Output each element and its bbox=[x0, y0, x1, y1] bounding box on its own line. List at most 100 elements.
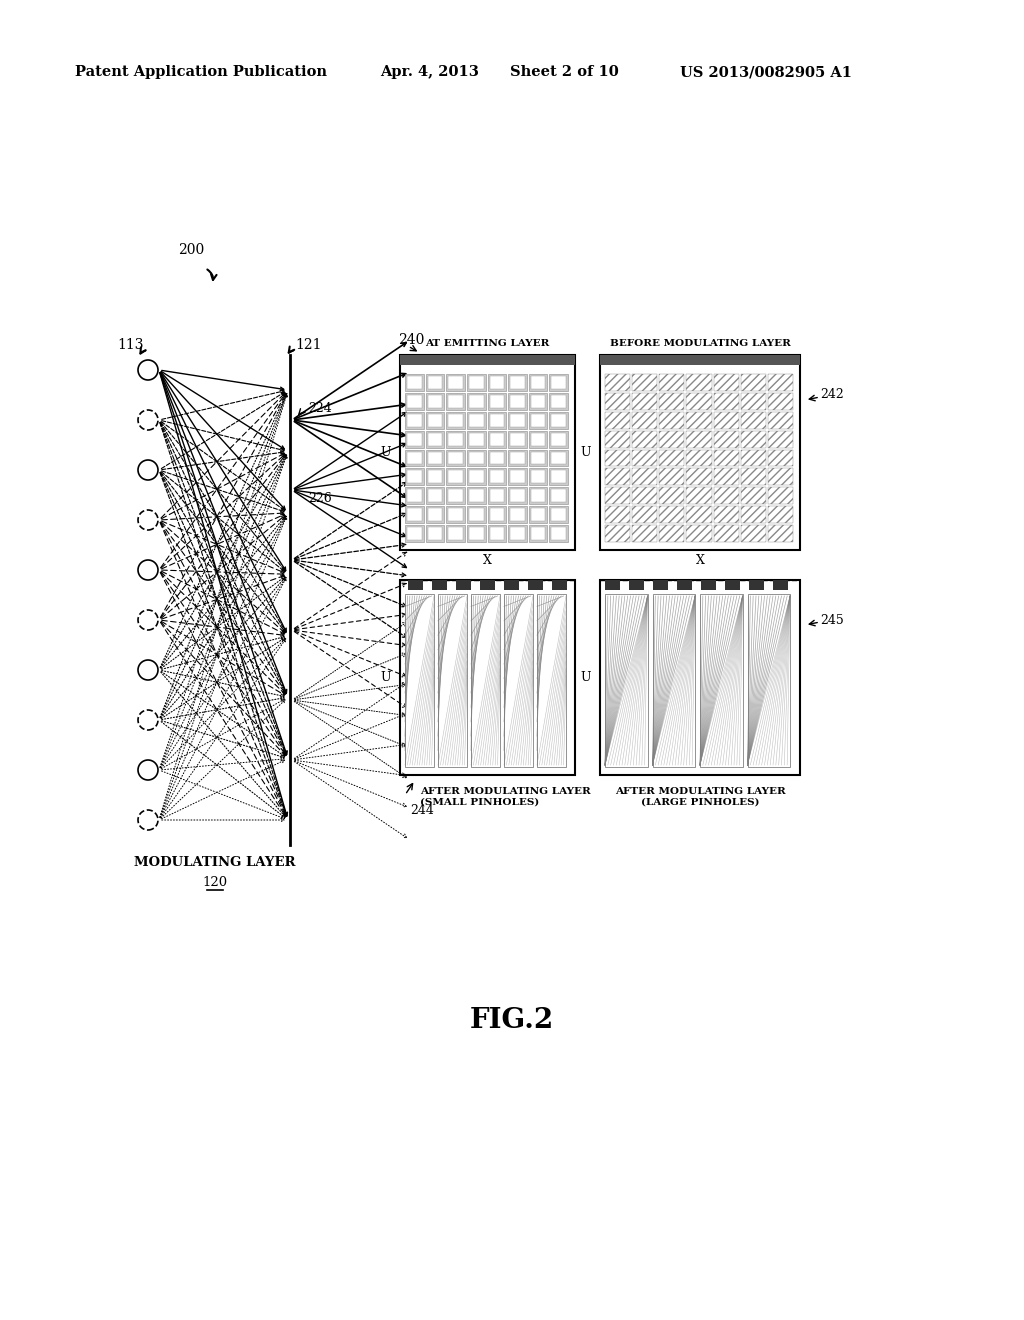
Bar bbox=[686, 507, 712, 523]
Bar bbox=[489, 451, 504, 465]
Text: 121: 121 bbox=[295, 338, 322, 352]
Bar bbox=[406, 469, 424, 486]
Circle shape bbox=[138, 411, 158, 430]
Bar bbox=[740, 450, 766, 466]
Bar bbox=[504, 594, 534, 767]
Bar bbox=[428, 413, 442, 426]
Bar bbox=[605, 487, 630, 504]
Bar bbox=[487, 525, 506, 543]
Bar bbox=[428, 395, 442, 408]
Bar bbox=[487, 374, 506, 391]
Bar bbox=[773, 579, 788, 590]
Bar bbox=[446, 430, 465, 447]
Text: BEFORE MODULATING LAYER: BEFORE MODULATING LAYER bbox=[609, 338, 791, 347]
Bar bbox=[467, 393, 485, 409]
Bar bbox=[530, 376, 546, 389]
Bar bbox=[406, 374, 424, 391]
Bar bbox=[686, 393, 712, 409]
Bar bbox=[530, 470, 546, 483]
Bar bbox=[686, 525, 712, 543]
Bar bbox=[510, 451, 524, 465]
Bar bbox=[768, 393, 793, 409]
Text: X: X bbox=[483, 553, 492, 566]
Bar bbox=[406, 430, 424, 447]
Bar bbox=[714, 430, 738, 447]
Bar bbox=[740, 393, 766, 409]
Bar bbox=[605, 393, 630, 409]
Bar bbox=[469, 433, 483, 446]
Bar bbox=[504, 579, 519, 590]
Bar bbox=[632, 507, 657, 523]
Bar bbox=[487, 412, 506, 429]
Bar bbox=[487, 487, 506, 504]
Text: 120: 120 bbox=[203, 875, 227, 888]
Bar bbox=[407, 376, 422, 389]
Bar bbox=[768, 374, 793, 391]
Bar bbox=[480, 579, 495, 590]
Bar bbox=[426, 469, 444, 486]
Text: AFTER MODULATING LAYER
(SMALL PINHOLES): AFTER MODULATING LAYER (SMALL PINHOLES) bbox=[420, 787, 591, 807]
Bar bbox=[549, 374, 568, 391]
Bar bbox=[528, 507, 548, 523]
Bar bbox=[469, 395, 483, 408]
Bar bbox=[510, 376, 524, 389]
Bar bbox=[456, 579, 471, 590]
Bar bbox=[530, 451, 546, 465]
Bar bbox=[605, 450, 630, 466]
Bar bbox=[469, 490, 483, 502]
Bar bbox=[446, 450, 465, 466]
Circle shape bbox=[138, 660, 158, 680]
Bar bbox=[487, 430, 506, 447]
Bar bbox=[659, 374, 684, 391]
Text: FIG.2: FIG.2 bbox=[470, 1006, 554, 1034]
Circle shape bbox=[138, 810, 158, 830]
Bar bbox=[677, 579, 692, 590]
Bar bbox=[469, 527, 483, 540]
Bar bbox=[407, 433, 422, 446]
Bar bbox=[686, 430, 712, 447]
Bar bbox=[740, 525, 766, 543]
Text: MODULATING LAYER: MODULATING LAYER bbox=[134, 855, 296, 869]
Bar bbox=[686, 374, 712, 391]
Text: US 2013/0082905 A1: US 2013/0082905 A1 bbox=[680, 65, 852, 79]
Bar bbox=[508, 430, 526, 447]
Bar bbox=[489, 490, 504, 502]
Circle shape bbox=[138, 560, 158, 579]
Bar bbox=[686, 469, 712, 486]
Bar bbox=[530, 527, 546, 540]
Bar bbox=[659, 393, 684, 409]
Bar bbox=[659, 450, 684, 466]
Bar bbox=[428, 376, 442, 389]
Bar bbox=[530, 413, 546, 426]
Bar bbox=[686, 487, 712, 504]
Text: 113: 113 bbox=[117, 338, 143, 352]
Bar bbox=[510, 433, 524, 446]
Bar bbox=[406, 393, 424, 409]
Bar bbox=[530, 433, 546, 446]
Bar bbox=[605, 525, 630, 543]
Bar bbox=[652, 594, 695, 767]
Bar bbox=[508, 507, 526, 523]
Bar bbox=[406, 525, 424, 543]
Bar bbox=[659, 525, 684, 543]
Bar bbox=[469, 470, 483, 483]
Text: U: U bbox=[581, 671, 591, 684]
Bar bbox=[406, 450, 424, 466]
Bar bbox=[659, 507, 684, 523]
Bar bbox=[426, 450, 444, 466]
Bar bbox=[407, 470, 422, 483]
Bar bbox=[428, 490, 442, 502]
Bar bbox=[508, 393, 526, 409]
Bar bbox=[510, 395, 524, 408]
Text: U: U bbox=[581, 446, 591, 459]
Bar bbox=[489, 433, 504, 446]
Circle shape bbox=[138, 610, 158, 630]
Bar bbox=[632, 393, 657, 409]
Bar bbox=[407, 490, 422, 502]
Bar bbox=[632, 487, 657, 504]
Bar bbox=[508, 374, 526, 391]
Bar bbox=[605, 374, 630, 391]
Bar bbox=[446, 525, 465, 543]
Bar bbox=[432, 579, 447, 590]
Bar bbox=[407, 451, 422, 465]
